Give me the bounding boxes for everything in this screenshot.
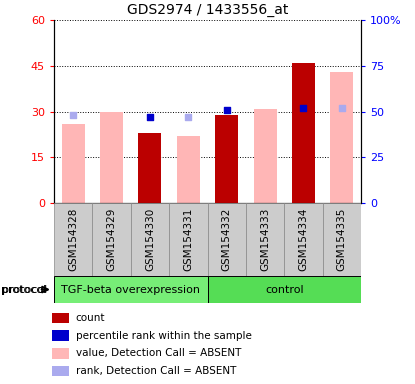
Bar	[323, 203, 361, 276]
Point	[185, 114, 192, 120]
Point	[223, 107, 230, 113]
Bar	[139, 133, 161, 203]
Text: GSM154333: GSM154333	[260, 207, 270, 271]
Text: GSM154334: GSM154334	[298, 207, 308, 271]
Bar	[254, 109, 276, 203]
Point	[146, 114, 153, 120]
Text: percentile rank within the sample: percentile rank within the sample	[76, 331, 251, 341]
Bar	[52, 313, 69, 323]
Bar	[330, 72, 354, 203]
Text: control: control	[265, 285, 304, 295]
Text: GSM154331: GSM154331	[183, 207, 193, 271]
Text: GSM154335: GSM154335	[337, 207, 347, 271]
Bar	[52, 348, 69, 359]
Text: count: count	[76, 313, 105, 323]
Bar	[169, 203, 208, 276]
Bar	[93, 203, 131, 276]
Bar	[62, 124, 85, 203]
Text: GSM154328: GSM154328	[68, 207, 78, 271]
Text: value, Detection Call = ABSENT: value, Detection Call = ABSENT	[76, 348, 241, 358]
Text: GDS2974 / 1433556_at: GDS2974 / 1433556_at	[127, 3, 288, 17]
Bar	[215, 114, 238, 203]
Bar	[292, 63, 315, 203]
Point	[339, 105, 345, 111]
Bar	[100, 112, 123, 203]
Text: protocol: protocol	[2, 285, 47, 295]
Text: GSM154330: GSM154330	[145, 208, 155, 271]
Bar	[208, 203, 246, 276]
Text: GSM154329: GSM154329	[107, 207, 117, 271]
Text: rank, Detection Call = ABSENT: rank, Detection Call = ABSENT	[76, 366, 236, 376]
Text: protocol: protocol	[1, 285, 46, 295]
Bar	[52, 366, 69, 376]
Bar	[54, 276, 208, 303]
Text: GSM154332: GSM154332	[222, 207, 232, 271]
Bar	[246, 203, 284, 276]
Bar	[177, 136, 200, 203]
Bar	[52, 330, 69, 341]
Point	[70, 112, 76, 118]
Text: TGF-beta overexpression: TGF-beta overexpression	[61, 285, 200, 295]
Bar	[284, 203, 323, 276]
Bar	[208, 276, 361, 303]
Bar	[131, 203, 169, 276]
Bar	[54, 203, 92, 276]
Point	[300, 105, 307, 111]
